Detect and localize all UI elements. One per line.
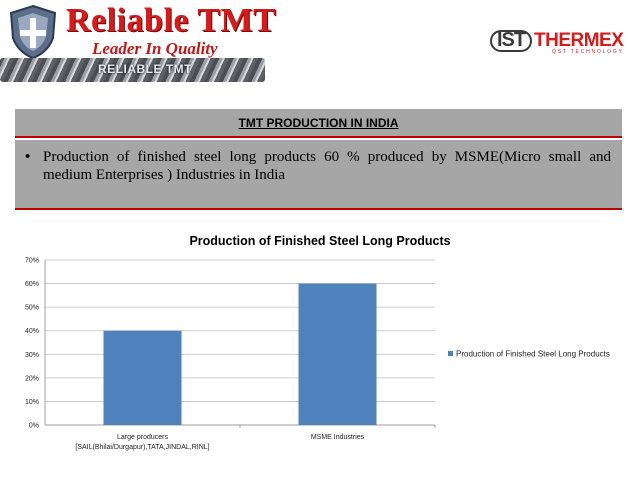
slide-title-bar: TMT PRODUCTION IN INDIA (15, 109, 622, 138)
bar (298, 283, 377, 425)
chart-title: Production of Finished Steel Long Produc… (189, 234, 451, 248)
y-tick-label: 50% (25, 305, 39, 312)
rebar-graphic (0, 58, 265, 82)
brand-name: Reliable TMT (66, 2, 277, 39)
chart-legend: Production of Finished Steel Long Produc… (448, 349, 610, 358)
bullet-icon: • (25, 148, 31, 165)
y-tick-label: 40% (25, 328, 39, 335)
y-tick-label: 10% (25, 399, 39, 406)
bar (103, 330, 182, 425)
reliable-tmt-logo: Reliable TMT Leader In Quality RELIABLE … (0, 0, 276, 86)
slide-title: TMT PRODUCTION IN INDIA (238, 116, 399, 130)
rebar-text: RELIABLE TMT (98, 62, 192, 76)
bullet-panel: • Production of finished steel long prod… (15, 140, 622, 210)
legend-label: Production of Finished Steel Long Produc… (456, 349, 610, 359)
thermex-subtitle: QST TECHNOLOGY (552, 49, 624, 55)
x-tick-label: Large producers [SAIL(Bhilai/Durgapur),TA… (75, 434, 209, 451)
brand-tagline: Leader In Quality (92, 39, 218, 58)
y-tick-label: 60% (25, 281, 39, 288)
y-tick-label: 0% (29, 423, 39, 430)
thermex-logo-text: THERMEX (534, 30, 624, 51)
ist-logo-ring (490, 30, 532, 52)
y-tick-label: 20% (25, 375, 39, 382)
y-tick-label: 70% (25, 258, 39, 265)
ist-thermex-logo: IST THERMEX QST TECHNOLOGY (490, 29, 630, 56)
bullet-text: Production of finished steel long produc… (43, 149, 611, 183)
ist-logo-text: IST (497, 29, 526, 51)
legend-swatch (448, 351, 453, 357)
x-tick-label: MSME Industries (311, 434, 365, 441)
y-tick-label: 30% (25, 352, 39, 359)
